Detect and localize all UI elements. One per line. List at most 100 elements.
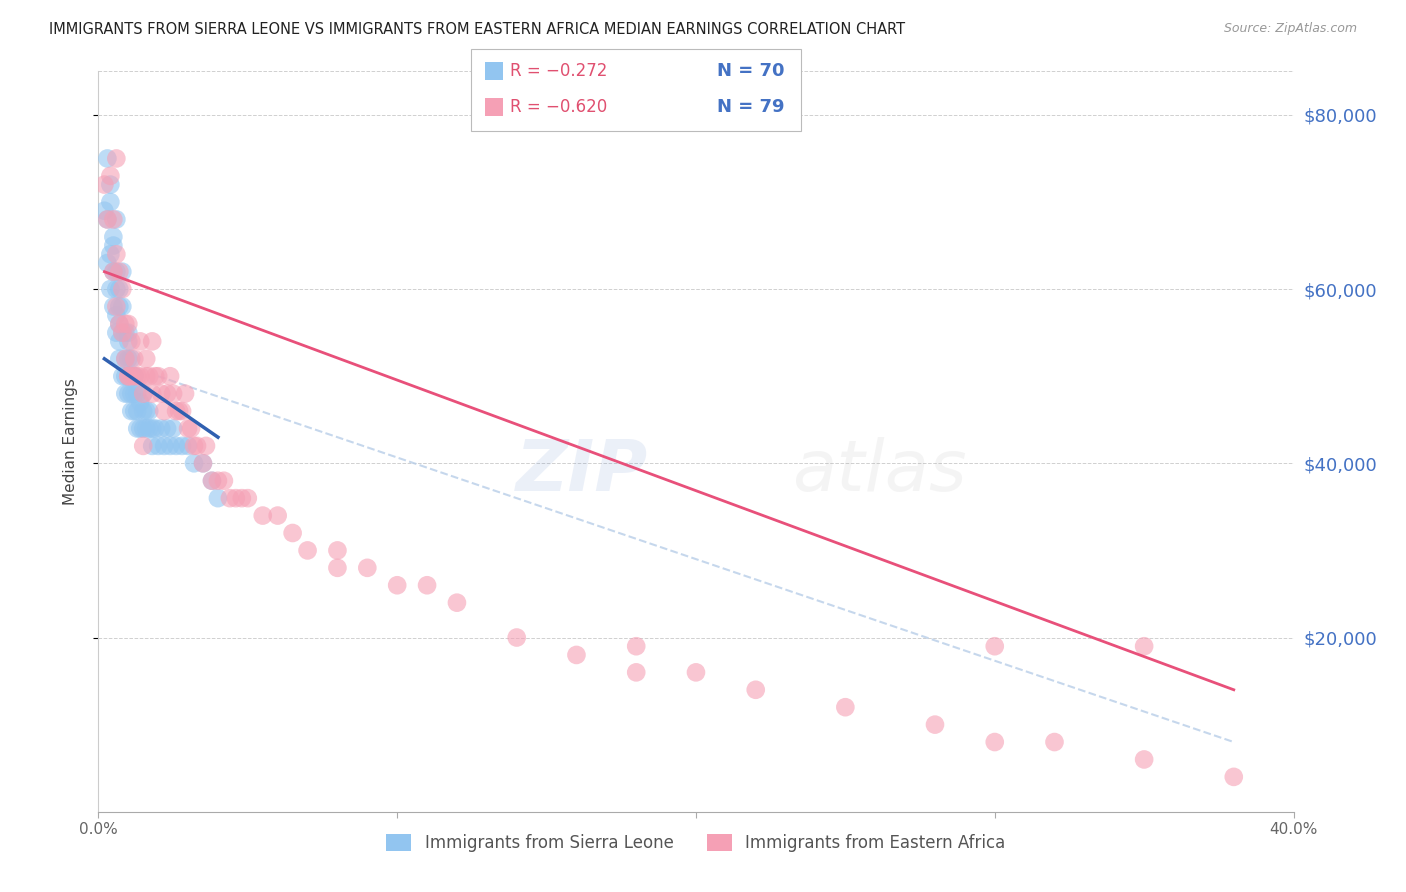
Point bbox=[96, 212, 118, 227]
Point bbox=[177, 421, 200, 435]
Point bbox=[138, 369, 160, 384]
Point bbox=[98, 247, 122, 261]
Point bbox=[162, 386, 184, 401]
Point bbox=[105, 282, 128, 296]
Point bbox=[108, 317, 131, 331]
Point bbox=[153, 404, 176, 418]
Point bbox=[143, 369, 166, 384]
Text: IMMIGRANTS FROM SIERRA LEONE VS IMMIGRANTS FROM EASTERN AFRICA MEDIAN EARNINGS C: IMMIGRANTS FROM SIERRA LEONE VS IMMIGRAN… bbox=[49, 22, 905, 37]
Point bbox=[191, 456, 214, 470]
Legend: Immigrants from Sierra Leone, Immigrants from Eastern Africa: Immigrants from Sierra Leone, Immigrants… bbox=[380, 828, 1012, 859]
Point bbox=[156, 386, 179, 401]
Point bbox=[129, 334, 152, 349]
Point bbox=[105, 212, 128, 227]
Point bbox=[180, 421, 202, 435]
Point bbox=[127, 404, 149, 418]
Point bbox=[745, 682, 768, 697]
Point bbox=[111, 265, 134, 279]
Point bbox=[103, 265, 125, 279]
Point bbox=[162, 421, 184, 435]
Y-axis label: Median Earnings: Median Earnings bbox=[63, 378, 77, 505]
Point bbox=[236, 491, 259, 505]
Point bbox=[111, 282, 134, 296]
Point bbox=[114, 351, 136, 366]
Point bbox=[148, 439, 170, 453]
Point bbox=[138, 404, 160, 418]
Point bbox=[138, 421, 160, 435]
Point bbox=[114, 326, 136, 340]
Point bbox=[105, 308, 128, 322]
Point bbox=[111, 369, 134, 384]
Point bbox=[326, 543, 349, 558]
Point bbox=[105, 247, 128, 261]
Point bbox=[207, 474, 229, 488]
Point bbox=[231, 491, 253, 505]
Point bbox=[103, 230, 125, 244]
Point bbox=[207, 491, 229, 505]
Text: N = 79: N = 79 bbox=[717, 98, 785, 116]
Point bbox=[141, 421, 163, 435]
Point bbox=[93, 203, 115, 218]
Text: atlas: atlas bbox=[792, 437, 966, 506]
Point bbox=[984, 735, 1007, 749]
Point bbox=[172, 439, 194, 453]
Point bbox=[98, 194, 122, 209]
Point bbox=[105, 326, 128, 340]
Point bbox=[129, 369, 152, 384]
Point bbox=[135, 369, 157, 384]
Point bbox=[267, 508, 290, 523]
Point bbox=[117, 386, 139, 401]
Point bbox=[111, 326, 134, 340]
Point bbox=[93, 178, 115, 192]
Point bbox=[135, 351, 157, 366]
Point bbox=[132, 404, 155, 418]
Point bbox=[120, 404, 142, 418]
Point bbox=[124, 369, 146, 384]
Point bbox=[114, 317, 136, 331]
Point bbox=[98, 169, 122, 183]
Point bbox=[159, 439, 181, 453]
Point bbox=[108, 265, 131, 279]
Point bbox=[105, 152, 128, 166]
Point bbox=[626, 639, 648, 653]
Point bbox=[834, 700, 856, 714]
Point bbox=[165, 404, 187, 418]
Point bbox=[1133, 639, 1156, 653]
Point bbox=[103, 300, 125, 314]
Point bbox=[685, 665, 707, 680]
Point bbox=[117, 317, 139, 331]
Point bbox=[98, 178, 122, 192]
Point bbox=[120, 386, 142, 401]
Point bbox=[120, 334, 142, 349]
Point bbox=[141, 439, 163, 453]
Point bbox=[111, 326, 134, 340]
Point bbox=[132, 421, 155, 435]
Point bbox=[153, 439, 176, 453]
Text: N = 70: N = 70 bbox=[717, 62, 785, 80]
Point bbox=[103, 238, 125, 252]
Point bbox=[356, 561, 378, 575]
Text: R = −0.620: R = −0.620 bbox=[510, 98, 607, 116]
Point bbox=[117, 326, 139, 340]
Point bbox=[124, 369, 146, 384]
Point bbox=[183, 439, 205, 453]
Point bbox=[172, 404, 194, 418]
Point bbox=[108, 351, 131, 366]
Point bbox=[212, 474, 235, 488]
Point bbox=[183, 456, 205, 470]
Point bbox=[148, 369, 170, 384]
Point bbox=[114, 351, 136, 366]
Point bbox=[120, 351, 142, 366]
Point bbox=[201, 474, 224, 488]
Point bbox=[124, 369, 146, 384]
Point bbox=[124, 386, 146, 401]
Point bbox=[127, 369, 149, 384]
Point bbox=[127, 386, 149, 401]
Point bbox=[105, 300, 128, 314]
Point bbox=[165, 439, 187, 453]
Point bbox=[124, 351, 146, 366]
Point bbox=[135, 404, 157, 418]
Point bbox=[117, 369, 139, 384]
Point bbox=[201, 474, 224, 488]
Point bbox=[150, 386, 173, 401]
